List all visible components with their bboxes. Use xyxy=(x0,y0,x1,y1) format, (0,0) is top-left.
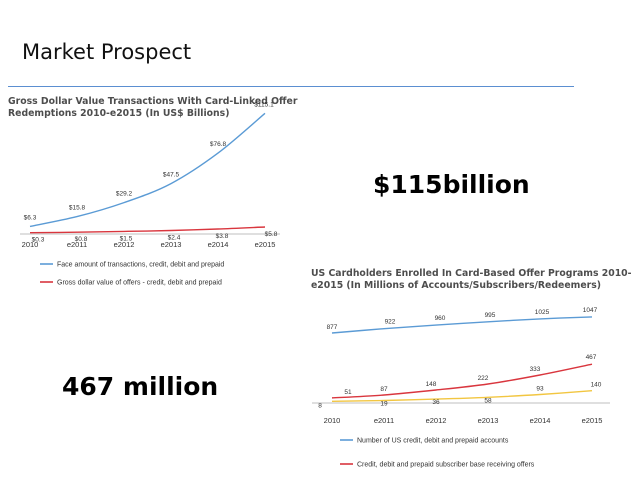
chart1-legend-label: Gross dollar value of offers - credit, d… xyxy=(57,280,222,287)
chart1-data-label: $47.5 xyxy=(163,172,180,179)
chart2-data-label: 93 xyxy=(536,385,544,392)
chart2-legend-label: Credit, debit and prepaid subscriber bas… xyxy=(357,462,535,469)
chart1-data-label: $29.2 xyxy=(116,191,133,198)
chart2-tick-label: e2014 xyxy=(530,416,551,425)
chart2-tick-label: e2011 xyxy=(374,416,394,425)
chart1-tick-label: e2014 xyxy=(208,240,229,249)
chart2-data-label: 1047 xyxy=(583,307,598,314)
chart1-tick-label: e2013 xyxy=(161,240,182,249)
highlight-transaction-value: $115billion xyxy=(373,170,530,199)
chart2-data-label: 1025 xyxy=(535,309,550,316)
chart1-data-label: $0.3 xyxy=(32,237,45,244)
chart2-title: US Cardholders Enrolled In Card-Based Of… xyxy=(311,268,632,291)
chart2-tick-label: e2015 xyxy=(582,416,603,425)
chart1-data-label: $6.3 xyxy=(24,214,37,221)
chart2-data-label: 51 xyxy=(344,389,352,396)
highlight-enrolled-cardholders: 467 million xyxy=(62,372,219,401)
chart1-data-label: $2.4 xyxy=(168,235,181,242)
chart1-series-line xyxy=(29,112,266,228)
chart2-data-label: 960 xyxy=(435,315,446,322)
chart2-data-label: 467 xyxy=(586,354,597,361)
chart2-series-line xyxy=(331,316,593,334)
chart1-data-label: $76.8 xyxy=(210,141,227,148)
chart2-series-line xyxy=(331,363,593,399)
chart1-tick-label: e2012 xyxy=(114,240,135,249)
chart1-series-line xyxy=(29,226,266,234)
chart2-legend-label: Number of US credit, debit and prepaid a… xyxy=(357,438,509,445)
chart2-data-label: 58 xyxy=(484,397,492,404)
chart2-tick-label: 2010 xyxy=(324,416,341,425)
chart2-data-label: 995 xyxy=(485,312,496,319)
chart2-series-line xyxy=(331,390,593,403)
chart2-data-label: 19 xyxy=(380,400,388,407)
chart2-tick-label: e2012 xyxy=(426,416,447,425)
chart1-data-label: $15.8 xyxy=(69,205,86,212)
slide-title: Market Prospect xyxy=(22,40,192,64)
chart1-data-label: $0.8 xyxy=(75,236,88,243)
chart1-tick-label: e2015 xyxy=(255,240,276,249)
chart1-data-label: $3.8 xyxy=(216,233,229,240)
chart2-data-label: 333 xyxy=(530,366,541,373)
chart1-legend-label: Face amount of transactions, credit, deb… xyxy=(57,262,224,269)
chart2-data-label: 922 xyxy=(385,319,396,326)
chart1-tick-label: e2011 xyxy=(67,240,87,249)
chart2-tick-label: e2013 xyxy=(478,416,499,425)
chart2-data-label: 140 xyxy=(591,382,602,389)
chart2-data-label: 877 xyxy=(327,324,338,331)
chart2-data-label: 148 xyxy=(426,381,437,388)
chart1-data-label: $1.5 xyxy=(120,235,133,242)
chart2-data-label: 36 xyxy=(432,399,440,406)
chart2-data-label: 87 xyxy=(380,386,388,393)
chart2-data-label: 8 xyxy=(318,402,322,409)
title-divider xyxy=(8,86,574,87)
chart1-title: Gross Dollar Value Transactions With Car… xyxy=(8,96,298,119)
chart2-data-label: 222 xyxy=(478,375,489,382)
chart1-data-label: $115.1 xyxy=(254,101,274,108)
chart1-data-label: $5.8 xyxy=(265,231,278,238)
chart1-tick-label: 2010 xyxy=(22,240,39,249)
